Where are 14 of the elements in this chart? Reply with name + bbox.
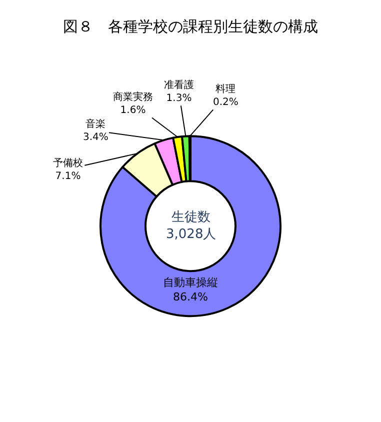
data-label: 1.6% [120, 105, 146, 116]
data-label: 1.3% [166, 93, 192, 104]
slice-label: 商業実務 [113, 91, 153, 103]
data-label: 86.4% [173, 290, 208, 304]
slice-label: 自動車操縦 [163, 276, 218, 290]
slice-label: 准看護 [164, 79, 194, 91]
slice-label: 音楽 [86, 118, 106, 130]
data-label: 7.1% [55, 171, 81, 182]
slice-label: 料理 [216, 83, 236, 95]
data-label: 0.2% [213, 97, 238, 108]
text: 生徒数 3,028人 [166, 210, 216, 242]
slice-label: 予備校 [53, 157, 83, 169]
data-label: 3.4% [83, 132, 108, 143]
chart-title: 図８ 各種学校の課程別生徒数の構成 [63, 18, 318, 36]
